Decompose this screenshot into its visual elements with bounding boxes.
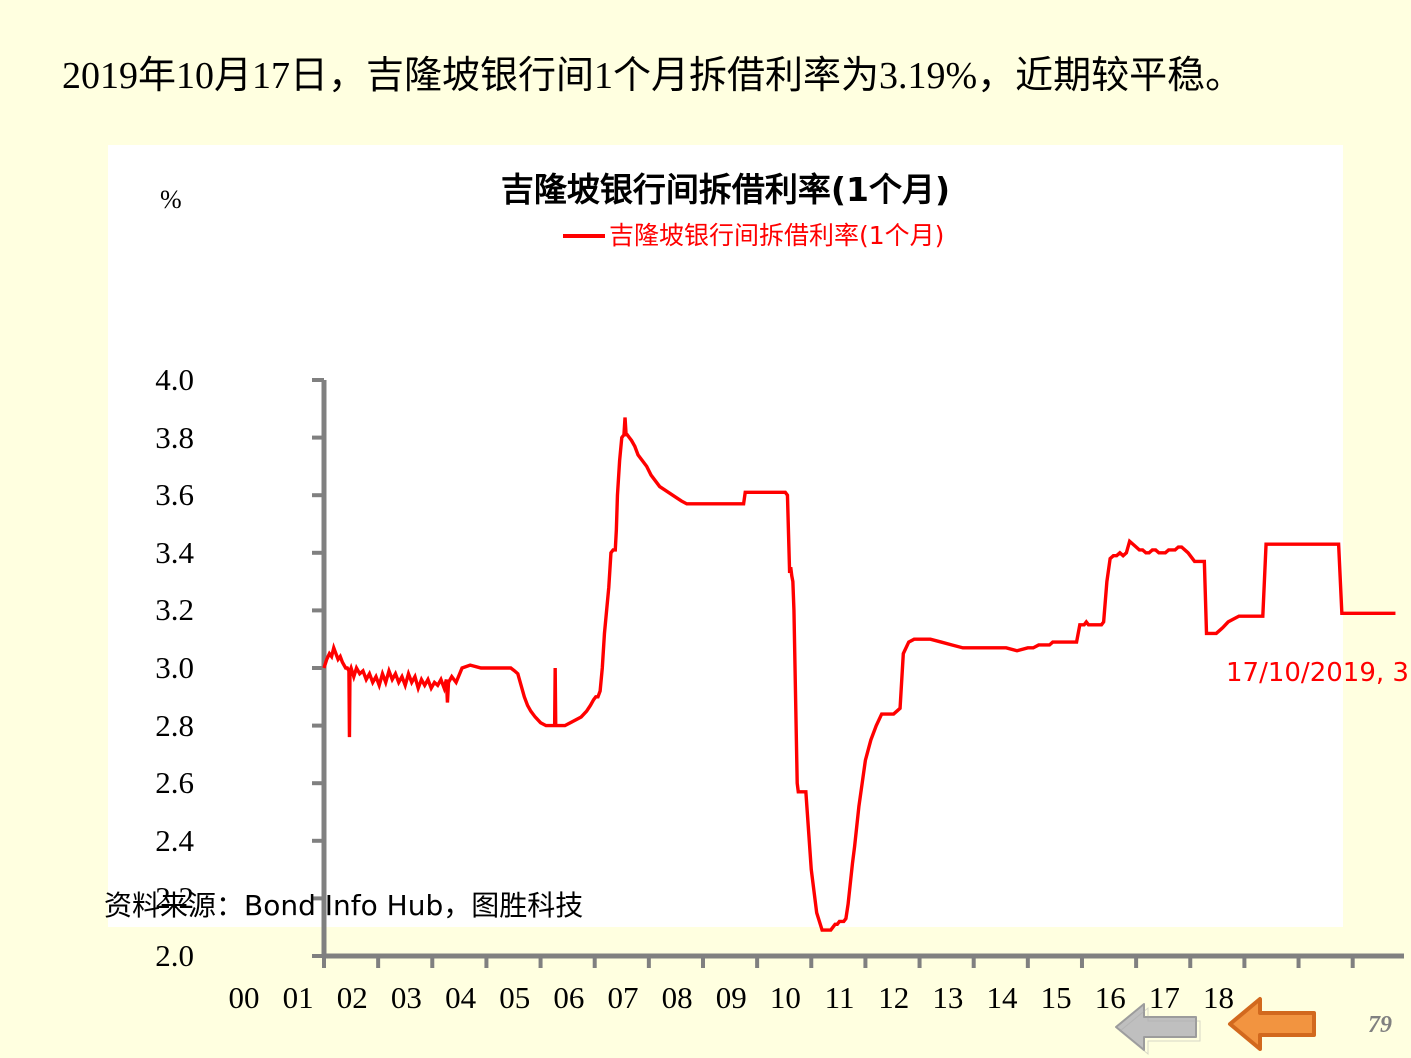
x-axis-tick-label: 07 [607,980,639,1015]
previous-arrow-icon[interactable] [1222,994,1322,1058]
x-axis-tick-label: 05 [499,980,531,1015]
x-axis-tick-label: 17 [1148,980,1180,1015]
page-number: 79 [1368,1012,1392,1038]
y-axis-tick-label: 3.6 [155,477,194,513]
legend-series-label: 吉隆坡银行间拆借利率(1个月) [609,221,945,250]
chart-panel: 吉隆坡银行间拆借利率(1个月) % 吉隆坡银行间拆借利率(1个月) 17/10/… [108,145,1411,1015]
y-axis-tick-label: 3.4 [155,534,194,570]
chart-title: 吉隆坡银行间拆借利率(1个月) [500,170,951,209]
y-axis-tick-label: 2.4 [155,822,194,858]
latest-value-annotation: 17/10/2019, 3.19 [1226,658,1411,688]
y-axis-tick-label: 2.6 [155,765,194,801]
x-axis-tick-label: 13 [932,980,964,1015]
back-arrow-icon[interactable] [1110,998,1202,1056]
x-axis-tick-label: 02 [336,980,368,1015]
x-axis-tick-label: 11 [824,980,855,1015]
x-axis-tick-label: 15 [1040,980,1072,1015]
x-axis-tick-label: 12 [878,980,910,1015]
x-axis-tick-label: 16 [1094,980,1126,1015]
x-axis-tick-label: 09 [715,980,747,1015]
x-axis-tick-label: 14 [986,980,1018,1015]
legend-line-swatch [563,233,605,238]
x-axis-tick-label: 06 [553,980,585,1015]
y-axis-tick-label: 3.8 [155,419,194,455]
x-axis-tick-label: 18 [1203,980,1235,1015]
y-axis-tick-label: 2.2 [155,880,194,916]
x-axis-tick-label: 03 [390,980,422,1015]
slide-heading: 2019年10月17日，吉隆坡银行间1个月拆借利率为3.19%，近期较平稳。 [62,55,1244,97]
chart-series-group [322,417,1396,932]
source-note: 资料来源：Bond Info Hub，图胜科技 [104,889,584,922]
chart-plot-svg [312,378,1404,968]
x-axis-tick-label: 00 [228,980,260,1015]
y-axis-tick-label: 3.2 [155,592,194,628]
y-axis-tick-label: 2.8 [155,707,194,743]
chart-axes [312,378,1404,968]
y-axis-tick-label: 3.0 [155,650,194,685]
x-axis-tick-label: 10 [769,980,801,1015]
x-axis-tick-label: 01 [282,980,314,1015]
y-axis-unit-label: % [160,185,182,214]
x-axis-tick-label: 04 [445,980,477,1015]
chart-legend: 吉隆坡银行间拆借利率(1个月) [563,223,944,248]
y-axis-tick-label: 2.0 [155,938,194,973]
y-axis-tick-label: 4.0 [155,362,194,397]
x-axis-tick-label: 08 [661,980,693,1015]
